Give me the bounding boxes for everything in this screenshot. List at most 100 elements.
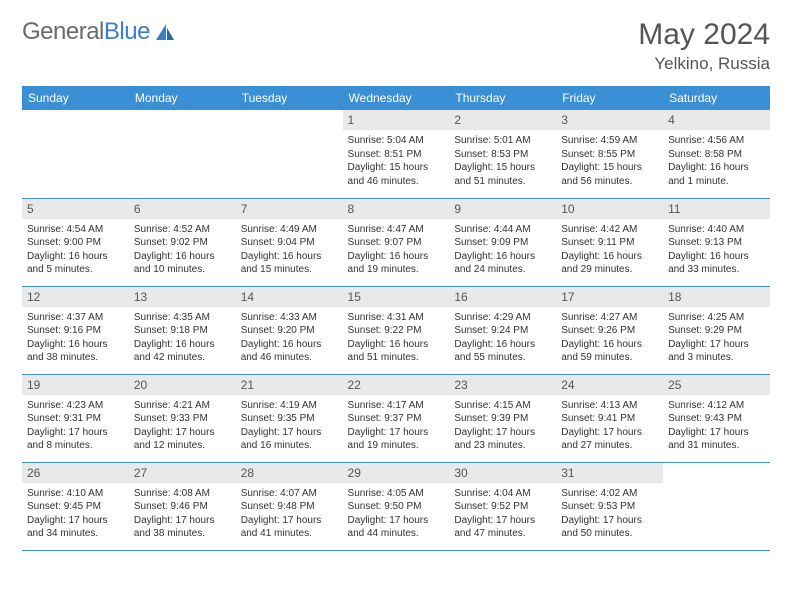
daylight-line: Daylight: 17 hours and 31 minutes.: [668, 426, 765, 453]
sunset-line: Sunset: 9:33 PM: [134, 412, 231, 426]
weekday-header: Friday: [556, 86, 663, 110]
calendar-row: 26 Sunrise: 4:10 AMSunset: 9:45 PM Dayligh…: [22, 462, 770, 550]
day-detail: Sunrise: 5:01 AMSunset: 8:53 PMDaylight:…: [449, 132, 556, 192]
calendar-cell: 3Sunrise: 4:59 AMSunset: 8:55 PMDaylight…: [556, 110, 663, 198]
daylight-line: Daylight: 16 hours and 15 minutes.: [241, 250, 338, 277]
sunrise-line: Sunrise: 4:40 AM: [668, 223, 765, 237]
daylight-line: Daylight: 17 hours and 38 minutes.: [134, 514, 231, 541]
sunset-line: Sunset: 9:02 PM: [134, 236, 231, 250]
sunrise-line: Sunrise: 4:13 AM: [561, 399, 658, 413]
sunset-line: Sunset: 9:48 PM: [241, 500, 338, 514]
sunset-line: Sunset: 9:22 PM: [348, 324, 445, 338]
sunrise-line: Sunrise: 4:21 AM: [134, 399, 231, 413]
calendar-cell: 10Sunrise: 4:42 AMSunset: 9:11 PMDayligh…: [556, 198, 663, 286]
calendar-cell: 16Sunrise: 4:29 AMSunset: 9:24 PMDayligh…: [449, 286, 556, 374]
calendar-cell: 21Sunrise: 4:19 AMSunset: 9:35 PMDayligh…: [236, 374, 343, 462]
day-number: 2: [449, 110, 556, 130]
sunrise-line: Sunrise: 4:54 AM: [27, 223, 124, 237]
sunset-line: Sunset: 9:07 PM: [348, 236, 445, 250]
daylight-line: Daylight: 15 hours and 51 minutes.: [454, 161, 551, 188]
sunset-line: Sunset: 9:50 PM: [348, 500, 445, 514]
day-detail: Sunrise: 4:04 AMSunset: 9:52 PMDaylight:…: [449, 485, 556, 545]
day-number: 30: [449, 463, 556, 483]
daylight-line: Daylight: 16 hours and 24 minutes.: [454, 250, 551, 277]
sunrise-line: Sunrise: 4:10 AM: [27, 487, 124, 501]
daylight-line: Daylight: 15 hours and 56 minutes.: [561, 161, 658, 188]
sunset-line: Sunset: 9:29 PM: [668, 324, 765, 338]
calendar-cell: 12Sunrise: 4:37 AMSunset: 9:16 PMDayligh…: [22, 286, 129, 374]
brand-logo: GeneralBlue: [22, 18, 176, 46]
day-number: 18: [663, 287, 770, 307]
calendar-cell: 18Sunrise: 4:25 AMSunset: 9:29 PMDayligh…: [663, 286, 770, 374]
day-number: 14: [236, 287, 343, 307]
calendar-row: 5Sunrise: 4:54 AMSunset: 9:00 PMDaylight…: [22, 198, 770, 286]
daylight-line: Daylight: 16 hours and 51 minutes.: [348, 338, 445, 365]
sunrise-line: Sunrise: 4:02 AM: [561, 487, 658, 501]
sunrise-line: Sunrise: 4:33 AM: [241, 311, 338, 325]
daylight-line: Daylight: 17 hours and 27 minutes.: [561, 426, 658, 453]
sunset-line: Sunset: 9:00 PM: [27, 236, 124, 250]
day-number: 1: [343, 110, 450, 130]
day-number: 20: [129, 375, 236, 395]
day-number: 28: [236, 463, 343, 483]
day-number: 12: [22, 287, 129, 307]
daylight-line: Daylight: 17 hours and 47 minutes.: [454, 514, 551, 541]
day-detail: Sunrise: 4:52 AMSunset: 9:02 PMDaylight:…: [129, 221, 236, 281]
sunrise-line: Sunrise: 4:49 AM: [241, 223, 338, 237]
calendar-row: ......1Sunrise: 5:04 AMSunset: 8:51 PMDa…: [22, 110, 770, 198]
daylight-line: Daylight: 16 hours and 59 minutes.: [561, 338, 658, 365]
sunrise-line: Sunrise: 4:29 AM: [454, 311, 551, 325]
calendar-cell: 13Sunrise: 4:35 AMSunset: 9:18 PMDayligh…: [129, 286, 236, 374]
sunset-line: Sunset: 9:43 PM: [668, 412, 765, 426]
sunset-line: Sunset: 8:58 PM: [668, 148, 765, 162]
day-detail: Sunrise: 4:15 AMSunset: 9:39 PMDaylight:…: [449, 397, 556, 457]
brand-part1: General: [22, 18, 104, 46]
day-number: 26: [22, 463, 129, 483]
calendar-cell: 17Sunrise: 4:27 AMSunset: 9:26 PMDayligh…: [556, 286, 663, 374]
sunset-line: Sunset: 9:20 PM: [241, 324, 338, 338]
calendar-cell: 14Sunrise: 4:33 AMSunset: 9:20 PMDayligh…: [236, 286, 343, 374]
sunset-line: Sunset: 9:52 PM: [454, 500, 551, 514]
sunrise-line: Sunrise: 4:17 AM: [348, 399, 445, 413]
sunset-line: Sunset: 9:11 PM: [561, 236, 658, 250]
day-detail: Sunrise: 4:21 AMSunset: 9:33 PMDaylight:…: [129, 397, 236, 457]
sunset-line: Sunset: 9:45 PM: [27, 500, 124, 514]
sunset-line: Sunset: 9:04 PM: [241, 236, 338, 250]
weekday-header: Tuesday: [236, 86, 343, 110]
brand-part2: Blue: [104, 18, 150, 46]
sunrise-line: Sunrise: 4:04 AM: [454, 487, 551, 501]
calendar-cell: 23Sunrise: 4:15 AMSunset: 9:39 PMDayligh…: [449, 374, 556, 462]
day-number: 17: [556, 287, 663, 307]
location-label: Yelkino, Russia: [638, 54, 770, 74]
daylight-line: Daylight: 16 hours and 42 minutes.: [134, 338, 231, 365]
sunrise-line: Sunrise: 4:47 AM: [348, 223, 445, 237]
day-number: 16: [449, 287, 556, 307]
day-detail: Sunrise: 4:54 AMSunset: 9:00 PMDaylight:…: [22, 221, 129, 281]
weekday-header-row: Sunday Monday Tuesday Wednesday Thursday…: [22, 86, 770, 110]
calendar-cell: ..: [22, 110, 129, 198]
sunset-line: Sunset: 9:31 PM: [27, 412, 124, 426]
calendar-cell: 27Sunrise: 4:08 AMSunset: 9:46 PMDayligh…: [129, 462, 236, 550]
sunset-line: Sunset: 9:18 PM: [134, 324, 231, 338]
daylight-line: Daylight: 16 hours and 29 minutes.: [561, 250, 658, 277]
daylight-line: Daylight: 16 hours and 1 minute.: [668, 161, 765, 188]
calendar-cell: 2Sunrise: 5:01 AMSunset: 8:53 PMDaylight…: [449, 110, 556, 198]
sunset-line: Sunset: 8:55 PM: [561, 148, 658, 162]
sunset-line: Sunset: 9:46 PM: [134, 500, 231, 514]
day-number: 5: [22, 199, 129, 219]
sunrise-line: Sunrise: 4:42 AM: [561, 223, 658, 237]
day-number: 13: [129, 287, 236, 307]
sunset-line: Sunset: 9:16 PM: [27, 324, 124, 338]
day-detail: Sunrise: 4:47 AMSunset: 9:07 PMDaylight:…: [343, 221, 450, 281]
day-number: 19: [22, 375, 129, 395]
calendar-cell: 11Sunrise: 4:40 AMSunset: 9:13 PMDayligh…: [663, 198, 770, 286]
day-detail: Sunrise: 5:04 AMSunset: 8:51 PMDaylight:…: [343, 132, 450, 192]
day-number: 9: [449, 199, 556, 219]
day-detail: Sunrise: 4:12 AMSunset: 9:43 PMDaylight:…: [663, 397, 770, 457]
daylight-line: Daylight: 15 hours and 46 minutes.: [348, 161, 445, 188]
weekday-header: Sunday: [22, 86, 129, 110]
sunset-line: Sunset: 9:41 PM: [561, 412, 658, 426]
calendar-cell: ..: [236, 110, 343, 198]
day-number: 11: [663, 199, 770, 219]
daylight-line: Daylight: 17 hours and 3 minutes.: [668, 338, 765, 365]
